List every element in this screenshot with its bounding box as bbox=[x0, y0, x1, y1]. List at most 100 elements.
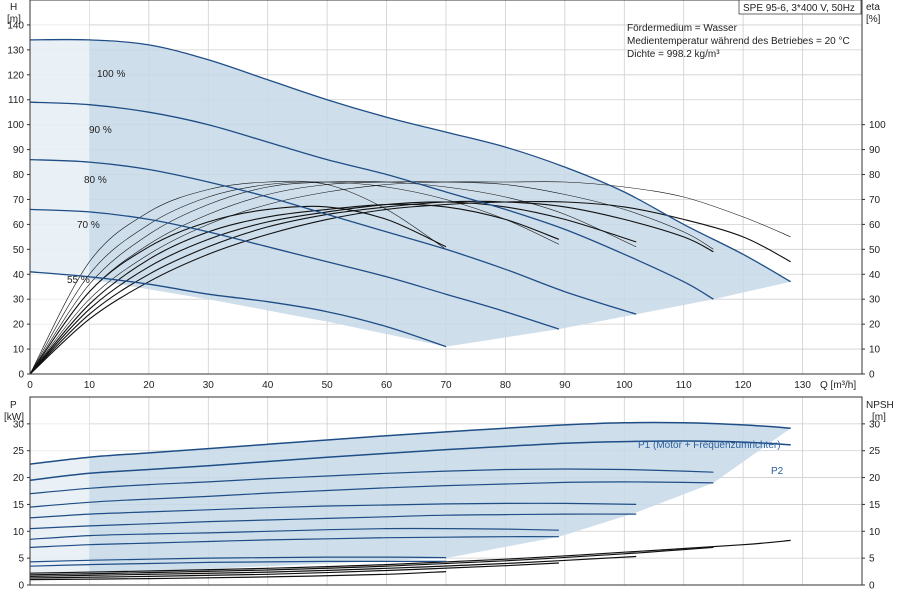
npsh-curve bbox=[29, 539, 791, 574]
head-curve bbox=[29, 158, 637, 315]
top-y-tick-label: 30 bbox=[13, 295, 25, 306]
power-main-curve bbox=[29, 421, 791, 465]
bottom-operating-envelope bbox=[30, 422, 791, 575]
bottom-y2-tick-label: 5 bbox=[869, 554, 875, 565]
power-curve bbox=[29, 468, 714, 495]
x-tick-label: 30 bbox=[203, 380, 215, 391]
top-y-tick-label: 100 bbox=[7, 120, 24, 131]
top-y2-tick-label: 10 bbox=[869, 345, 881, 356]
top-y-tick-label: 10 bbox=[13, 345, 25, 356]
top-y2-label-unit: [%] bbox=[866, 14, 881, 25]
label-p2: P2 bbox=[771, 466, 784, 477]
efficiency-curve-thin bbox=[29, 181, 560, 375]
top-y2-tick-label: 100 bbox=[869, 120, 886, 131]
bottom-y-label-symbol: P bbox=[10, 400, 17, 411]
efficiency-curve bbox=[29, 200, 791, 375]
top-y-tick-label: 130 bbox=[7, 45, 24, 56]
power-main-curve bbox=[29, 440, 791, 482]
label-55-percent: 55 % bbox=[67, 275, 90, 286]
bottom-y2-tick-label: 10 bbox=[869, 527, 881, 538]
npsh-curve bbox=[29, 555, 637, 577]
bottom-plot-frame bbox=[29, 396, 863, 586]
top-y-label-unit: [m] bbox=[7, 14, 21, 25]
top-y2-tick-label: 80 bbox=[869, 170, 881, 181]
top-y-label-symbol: H bbox=[10, 2, 17, 13]
top-y2-tick-label: 50 bbox=[869, 245, 881, 256]
power-curve bbox=[29, 513, 637, 530]
top-y2-tick-label: 30 bbox=[869, 295, 881, 306]
top-y2-tick-label: 20 bbox=[869, 320, 881, 331]
power-curve bbox=[29, 502, 637, 519]
title-box bbox=[738, 0, 862, 15]
label-70-percent: 70 % bbox=[77, 220, 100, 231]
bottom-y2-tick-label: 30 bbox=[869, 419, 881, 430]
power-curve bbox=[29, 481, 714, 508]
efficiency-curve bbox=[29, 201, 637, 375]
top-y2-label-symbol: eta bbox=[866, 2, 880, 13]
note-density: Dichte = 998.2 kg/m³ bbox=[627, 49, 720, 60]
head-curve bbox=[29, 271, 447, 348]
top-y-tick-label: 70 bbox=[13, 195, 25, 206]
x-tick-label: 100 bbox=[616, 380, 633, 391]
x-tick-label: 50 bbox=[322, 380, 334, 391]
top-y2-tick-label: 40 bbox=[869, 270, 881, 281]
top-y2-tick-label: 70 bbox=[869, 195, 881, 206]
npsh-curve bbox=[29, 546, 714, 576]
x-tick-label: 80 bbox=[500, 380, 512, 391]
efficiency-curve-thin bbox=[29, 180, 447, 375]
x-tick-label: 0 bbox=[27, 380, 33, 391]
bottom-y2-label-unit: [m] bbox=[872, 412, 886, 423]
npsh-curve bbox=[29, 562, 559, 579]
top-low-flow-zone bbox=[30, 0, 90, 374]
top-y-tick-label: 90 bbox=[13, 145, 25, 156]
efficiency-curve-thin bbox=[29, 181, 637, 375]
x-tick-label: 110 bbox=[676, 380, 692, 391]
bottom-y2-tick-label: 0 bbox=[869, 581, 875, 592]
x-tick-label: 20 bbox=[143, 380, 155, 391]
bottom-y-tick-label: 10 bbox=[13, 527, 25, 538]
top-y-tick-label: 120 bbox=[7, 70, 24, 81]
top-y2-tick-label: 60 bbox=[869, 220, 881, 231]
top-y-tick-label: 50 bbox=[13, 245, 25, 256]
bottom-y2-tick-label: 20 bbox=[869, 473, 881, 484]
chart-title: SPE 95-6, 3*400 V, 50Hz bbox=[743, 3, 855, 14]
efficiency-curve bbox=[29, 203, 560, 375]
label-90-percent: 90 % bbox=[89, 125, 112, 136]
label-100-percent: 100 % bbox=[97, 69, 125, 80]
bottom-y-tick-label: 15 bbox=[13, 500, 25, 511]
head-curve bbox=[29, 208, 560, 330]
bottom-y-tick-label: 30 bbox=[13, 419, 25, 430]
x-tick-label: 10 bbox=[84, 380, 96, 391]
x-tick-label: 130 bbox=[794, 380, 811, 391]
power-curve bbox=[29, 527, 559, 540]
top-y-tick-label: 110 bbox=[8, 95, 24, 106]
head-curve bbox=[29, 38, 792, 283]
top-y-tick-label: 80 bbox=[13, 170, 25, 181]
efficiency-curve-thin bbox=[29, 181, 714, 375]
bottom-panel-axes: 0 5 10 15 20 25 30 0 5 10 15 20 25 30 bbox=[13, 396, 881, 592]
top-y-tick-label: 0 bbox=[18, 370, 24, 381]
bottom-y2-tick-label: 25 bbox=[869, 446, 881, 457]
label-80-percent: 80 % bbox=[84, 175, 107, 186]
note-medium: Fördermedium = Wasser bbox=[627, 23, 738, 34]
label-p1: P1 (Motor + Frequenzumrichter) bbox=[638, 440, 781, 451]
bottom-y-label-unit: [kW] bbox=[4, 412, 24, 423]
bottom-y-tick-label: 25 bbox=[13, 446, 25, 457]
top-y-tick-label: 60 bbox=[13, 220, 25, 231]
top-operating-envelope bbox=[30, 39, 791, 347]
efficiency-curve bbox=[29, 200, 714, 375]
head-curve bbox=[29, 101, 714, 300]
npsh-curve bbox=[29, 571, 447, 581]
top-y2-tick-label: 0 bbox=[869, 370, 875, 381]
curve-labels: 100 % 90 % 80 % 70 % 55 % P1 (Motor + Fr… bbox=[67, 69, 784, 477]
bottom-y-tick-label: 20 bbox=[13, 473, 25, 484]
bottom-y-tick-label: 0 bbox=[18, 581, 24, 592]
x-tick-label: 40 bbox=[262, 380, 274, 391]
power-curve bbox=[29, 536, 559, 548]
top-panel-envelope bbox=[30, 0, 791, 374]
note-temperature: Medientemperatur während des Betriebes =… bbox=[627, 36, 850, 47]
bottom-panel-curves bbox=[29, 421, 791, 581]
power-curve bbox=[29, 560, 446, 567]
